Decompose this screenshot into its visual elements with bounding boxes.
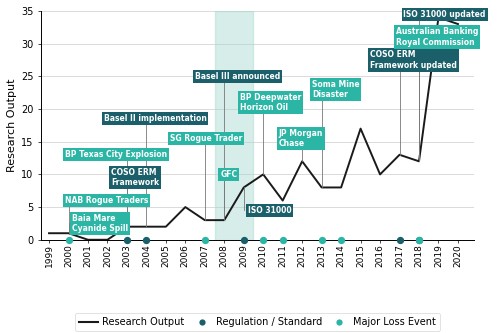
Text: JP Morgan
Chase: JP Morgan Chase [279, 129, 323, 148]
Y-axis label: Research Output: Research Output [7, 79, 17, 172]
Point [259, 237, 267, 242]
Text: NAB Rogue Traders: NAB Rogue Traders [64, 196, 148, 205]
Point [64, 237, 72, 242]
Text: Baia Mare
Cyanide Spill: Baia Mare Cyanide Spill [72, 214, 128, 233]
Text: Basel III announced: Basel III announced [195, 72, 280, 81]
Text: ISO 31000 updated: ISO 31000 updated [404, 10, 486, 19]
Text: ISO 31000: ISO 31000 [248, 206, 292, 215]
Text: Australian Banking
Royal Commission: Australian Banking Royal Commission [396, 27, 478, 47]
Text: BP Texas City Explosion: BP Texas City Explosion [64, 150, 166, 159]
Text: COSO ERM
Framework updated: COSO ERM Framework updated [370, 50, 457, 70]
Bar [214, 11, 254, 240]
Text: COSO ERM
Framework: COSO ERM Framework [112, 168, 160, 187]
Legend: Research Output, Regulation / Standard, Major Loss Event: Research Output, Regulation / Standard, … [75, 313, 440, 331]
Point [240, 237, 248, 242]
Point [318, 237, 326, 242]
Point [201, 237, 209, 242]
Point [415, 237, 423, 242]
Point [415, 237, 423, 242]
Point [278, 237, 286, 242]
Text: Soma Mine
Disaster: Soma Mine Disaster [312, 80, 360, 99]
Text: GFC: GFC [220, 170, 238, 179]
Point [123, 237, 131, 242]
Point [142, 237, 150, 242]
Text: SG Rogue Trader: SG Rogue Trader [170, 134, 242, 143]
Point [396, 237, 404, 242]
Text: Basel II implementation: Basel II implementation [104, 114, 206, 123]
Point [337, 237, 345, 242]
Text: BP Deepwater
Horizon Oil: BP Deepwater Horizon Oil [240, 93, 301, 112]
